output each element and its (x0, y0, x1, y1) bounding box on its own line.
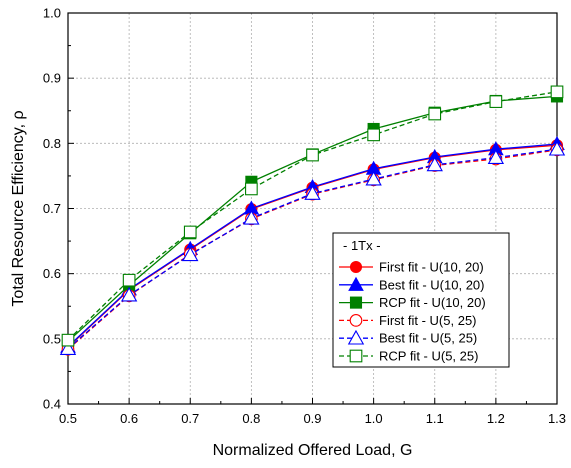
y-tick-label: 0.5 (43, 331, 61, 346)
legend-label: First fit - U(10, 20) (379, 260, 484, 275)
data-point (183, 225, 197, 239)
legend-entry-5: Best fit - U(5, 25) (339, 329, 477, 346)
y-tick-label: 0.6 (43, 266, 61, 281)
legend-entry-3: RCP fit - U(10, 20) (339, 295, 486, 310)
data-point (245, 182, 258, 196)
data-point (59, 340, 77, 355)
data-point (306, 148, 319, 162)
data-point (365, 170, 382, 186)
y-tick-label: 0.8 (43, 136, 61, 151)
data-point (122, 273, 136, 287)
legend-entry-1: First fit - U(10, 20) (339, 260, 484, 275)
legend-swatch-marker (349, 349, 363, 363)
legend-entry-4: First fit - U(5, 25) (339, 313, 477, 328)
data-point (428, 107, 442, 121)
y-tick-label: 0.9 (43, 71, 61, 86)
legend-swatch-marker (347, 329, 365, 345)
data-point (426, 156, 443, 172)
legend-label: First fit - U(5, 25) (379, 313, 477, 328)
x-tick-label: 0.7 (181, 411, 199, 426)
data-point (367, 128, 380, 142)
data-point (550, 85, 564, 99)
legend-swatch-marker (349, 296, 363, 309)
data-point (243, 209, 260, 225)
y-tick-label: 0.7 (43, 201, 61, 216)
x-tick-label: 0.9 (303, 411, 321, 426)
y-axis-label: Total Resource Efficiency, ρ (10, 110, 27, 306)
legend-entry-2: Best fit - U(10, 20) (339, 276, 484, 292)
data-point (61, 333, 75, 347)
series-6 (61, 85, 564, 347)
data-point (304, 185, 321, 200)
legend-entry-6: RCP fit - U(5, 25) (339, 349, 478, 364)
legend-swatch-marker (348, 276, 364, 291)
y-tick-label: 1.0 (43, 6, 61, 21)
legend-label: RCP fit - U(5, 25) (379, 349, 478, 364)
x-tick-label: 1.1 (426, 411, 444, 426)
data-point (120, 286, 138, 302)
legend-swatch-marker (349, 260, 363, 274)
x-tick-label: 0.5 (59, 411, 77, 426)
data-point (182, 246, 199, 262)
x-axis-label: Normalized Offered Load, G (213, 442, 413, 459)
axis-ticks: 0.5 0.6 0.7 0.8 0.9 1.0 1.1 1.2 1.30.40.50.60.70… (43, 6, 566, 427)
data-point (487, 149, 505, 165)
legend-title: - 1Tx - (343, 238, 381, 253)
x-tick-label: 0.8 (242, 411, 260, 426)
data-point (548, 140, 566, 156)
legend: - 1Tx - First fit - U(10, 20) Best fit - U… (332, 232, 510, 368)
y-tick-label: 0.4 (43, 397, 61, 412)
legend-label: Best fit - U(5, 25) (379, 331, 477, 346)
legend-label: Best fit - U(10, 20) (379, 277, 484, 292)
x-tick-label: 1.0 (365, 411, 383, 426)
x-tick-label: 0.6 (120, 411, 138, 426)
legend-swatch-marker (349, 314, 363, 327)
x-tick-label: 1.2 (487, 411, 505, 426)
legend-label: RCP fit - U(10, 20) (379, 295, 486, 310)
legend-box (332, 232, 510, 368)
series-layer (59, 85, 566, 356)
data-point (489, 95, 503, 108)
x-tick-label: 1.3 (548, 411, 566, 426)
series-5 (59, 140, 566, 355)
